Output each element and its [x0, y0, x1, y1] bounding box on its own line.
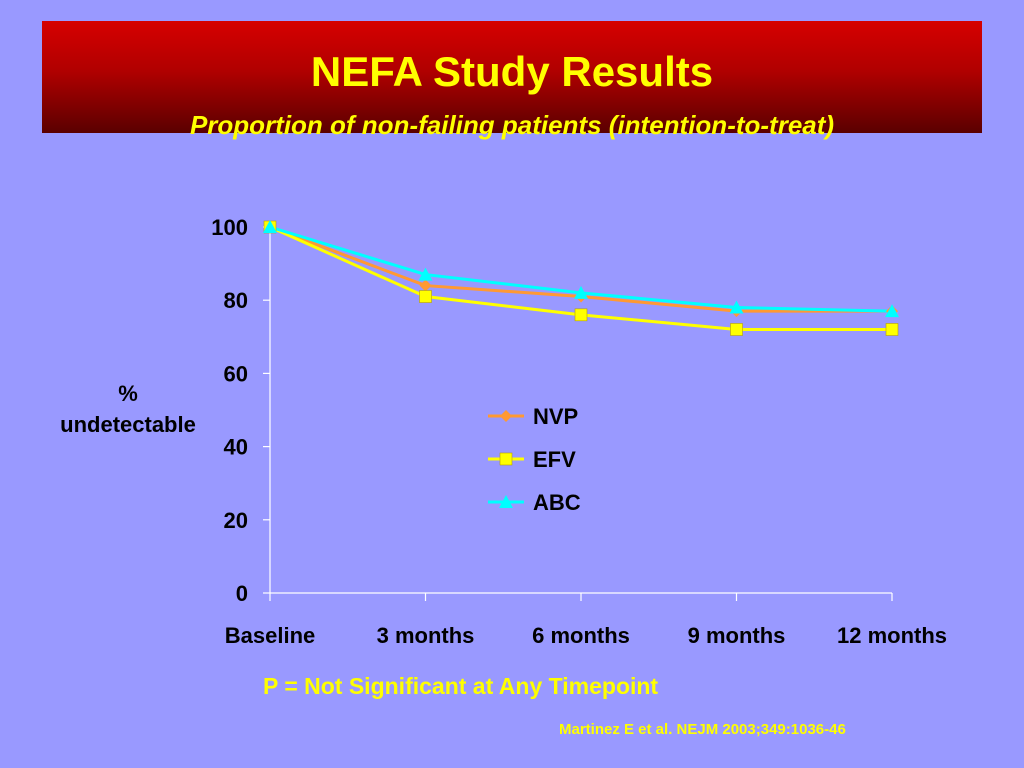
series-point-efv-3 [730, 323, 743, 336]
series-point-efv-4 [885, 323, 899, 336]
legend-marker-efv [499, 452, 513, 466]
series-point-efv-1 [419, 290, 432, 303]
series-point-abc-1 [418, 267, 433, 281]
x-tick-label-0: Baseline [225, 623, 316, 648]
y-tick-label-20: 20 [224, 508, 248, 533]
y-axis-label-line-2: undetectable [60, 412, 196, 437]
series-point-abc-3 [729, 300, 744, 314]
significance-footnote: P = Not Significant at Any Timepoint [263, 673, 659, 699]
legend-label-abc: ABC [533, 490, 581, 515]
legend-marker-abc [499, 495, 513, 508]
slide-title: NEFA Study Results [310, 48, 714, 95]
y-tick-label-60: 60 [224, 361, 248, 386]
series-point-abc-0 [263, 220, 277, 233]
legend-label-efv: EFV [533, 447, 576, 472]
legend-marker-nvp [500, 410, 512, 422]
x-tick-label-2: 6 months [532, 623, 630, 648]
series-point-abc-2 [574, 285, 588, 299]
series-point-efv-2 [574, 308, 588, 322]
y-tick-label-40: 40 [224, 435, 248, 460]
legend-label-nvp: NVP [533, 404, 578, 429]
citation: Martinez E et al. NEJM 2003;349:1036-46 [559, 721, 846, 738]
y-tick-label-80: 80 [224, 288, 248, 313]
series-point-abc-4 [885, 304, 899, 318]
y-tick-label-0: 0 [236, 581, 248, 606]
x-tick-label-4: 12 months [837, 623, 947, 648]
x-tick-label-1: 3 months [377, 623, 475, 648]
slide-subtitle: Proportion of non-failing patients (inte… [189, 110, 835, 140]
y-axis-label-line-1: % [118, 381, 138, 406]
y-axis-label: % undetectable [40, 378, 216, 440]
x-tick-label-3: 9 months [688, 623, 786, 648]
y-tick-label-100: 100 [211, 215, 248, 240]
series-point-nvp-1 [419, 279, 432, 292]
title-banner: NEFA Study Results Proportion of non-fai… [42, 21, 982, 138]
